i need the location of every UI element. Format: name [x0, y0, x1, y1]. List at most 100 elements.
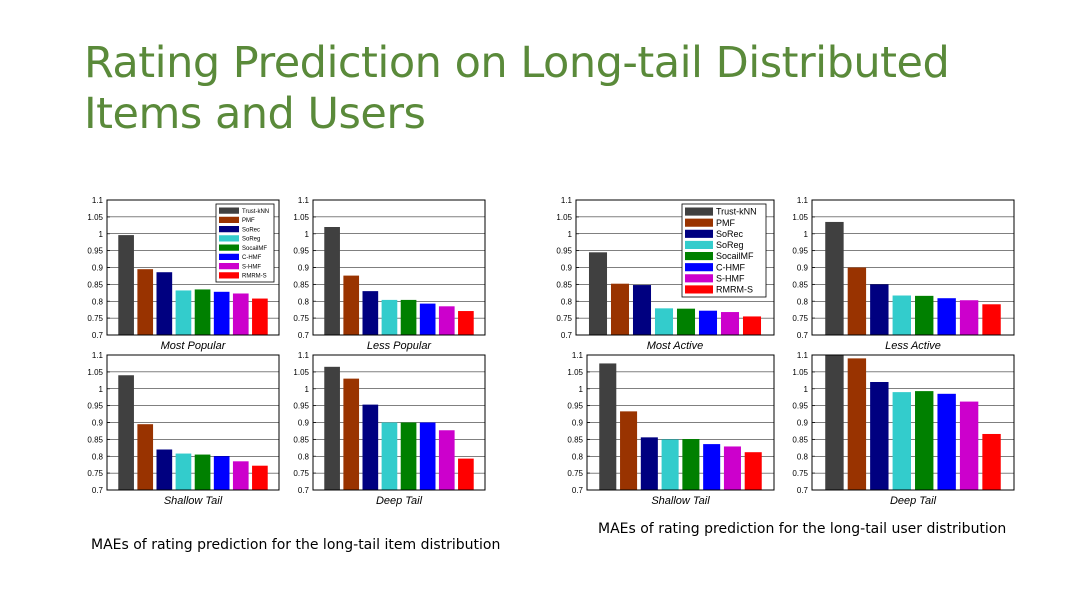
y-tick-label: 0.7	[561, 331, 573, 340]
y-tick-label: 1.05	[87, 213, 103, 222]
plot-frame	[106, 354, 280, 491]
bar-c-hmf	[937, 298, 956, 335]
bar-trust-knn	[324, 366, 340, 490]
bar-pmf	[847, 267, 867, 335]
panel-title: Less Active	[885, 340, 941, 352]
bar-pmf	[610, 283, 630, 335]
bar-c-hmf	[698, 310, 718, 335]
bar-sorec	[870, 382, 889, 490]
bar-socailmf	[676, 308, 696, 335]
chart-users-shallow-tail: 0.7 0.75 0.8 0.85 0.9 0.95 1 1.05 1.1 Shallow Tai…	[567, 351, 775, 507]
bar-socailmf	[682, 439, 700, 490]
y-tick-label: 0.8	[298, 297, 310, 306]
bar-socailmf	[400, 299, 417, 335]
legend-swatch	[219, 253, 239, 260]
legend-label: Trust-kNN	[716, 207, 757, 217]
bar-pmf	[620, 411, 638, 490]
y-tick-label: 0.9	[298, 419, 310, 428]
legend-label: SocailMF	[716, 251, 754, 261]
legend-swatch	[685, 218, 713, 227]
y-tick-label: 0.75	[567, 469, 583, 478]
y-tick-label: 0.9	[92, 264, 104, 273]
bar-rmrm-s	[744, 452, 762, 490]
y-tick-label: 0.85	[556, 280, 572, 289]
bar-s-hmf	[438, 430, 455, 490]
y-tick-label: 0.85	[87, 435, 103, 444]
y-tick-label: 0.85	[792, 435, 808, 444]
y-tick-label: 1.1	[92, 351, 104, 360]
y-tick-label: 0.95	[293, 247, 309, 256]
y-tick-label: 0.75	[556, 314, 572, 323]
y-tick-label: 1.05	[556, 213, 572, 222]
y-tick-label: 1.05	[792, 213, 808, 222]
legend-swatch	[685, 285, 713, 294]
y-tick-label: 0.95	[792, 247, 808, 256]
y-tick-label: 0.95	[567, 402, 583, 411]
bar-c-hmf	[213, 456, 230, 490]
plot-frame	[811, 354, 1015, 491]
bar-soreg	[661, 439, 679, 491]
legend-label: SoReg	[242, 237, 260, 243]
y-tick-label: 1.05	[293, 213, 309, 222]
bar-pmf	[847, 358, 867, 491]
plot-frame	[312, 199, 486, 336]
panel-title: Shallow Tail	[164, 495, 223, 507]
y-tick-label: 0.85	[792, 280, 808, 289]
y-tick-label: 0.75	[87, 314, 103, 323]
bar-sorec	[156, 272, 173, 335]
y-tick-label: 1.05	[87, 368, 103, 377]
legend-label: SocailMF	[242, 246, 267, 252]
bar-socailmf	[915, 391, 934, 490]
bar-c-hmf	[703, 444, 721, 490]
bar-soreg	[892, 295, 911, 335]
y-tick-label: 1.05	[567, 368, 583, 377]
legend-label: SoReg	[716, 240, 744, 250]
bar-pmf	[343, 275, 360, 335]
y-tick-label: 1.1	[298, 196, 310, 205]
bar-c-hmf	[419, 303, 436, 335]
bar-pmf	[137, 424, 154, 490]
y-tick-label: 1	[568, 230, 573, 239]
y-tick-label: 0.95	[87, 247, 103, 256]
panel-title: Most Popular	[161, 340, 227, 352]
panel-title: Less Popular	[367, 340, 433, 352]
bar-trust-knn	[118, 375, 134, 490]
bar-socailmf	[194, 289, 211, 335]
user-caption: MAEs of rating prediction for the long-t…	[598, 521, 1007, 537]
bar-socailmf	[915, 295, 934, 335]
slide-title: Rating Prediction on Long-tail Distribut…	[84, 38, 950, 139]
bar-trust-knn	[825, 355, 844, 490]
chart-items-deep-tail: 0.7 0.75 0.8 0.85 0.9 0.95 1 1.05 1.1 Deep Tail	[293, 351, 486, 507]
y-tick-label: 1.1	[92, 196, 104, 205]
legend-swatch	[219, 263, 239, 270]
legend-swatch	[685, 274, 713, 283]
bar-soreg	[892, 392, 911, 490]
plot-frame	[811, 199, 1015, 336]
legend-swatch	[219, 235, 239, 242]
bar-soreg	[175, 290, 192, 335]
y-tick-label: 0.85	[567, 435, 583, 444]
y-tick-label: 0.85	[293, 435, 309, 444]
legend-swatch	[685, 252, 713, 261]
chart-users-most-active: 0.7 0.75 0.8 0.85 0.9 0.95 1 1.05 1.1 Most Active…	[556, 196, 775, 352]
bar-trust-knn	[588, 252, 608, 335]
bar-sorec	[156, 449, 173, 490]
y-tick-label: 1.1	[797, 196, 809, 205]
bar-sorec	[632, 285, 652, 335]
y-tick-label: 1	[804, 230, 809, 239]
chart-users-deep-tail: 0.7 0.75 0.8 0.85 0.9 0.95 1 1.05 1.1 Deep Tail	[792, 351, 1015, 507]
bar-c-hmf	[213, 291, 230, 335]
plot-frame	[575, 199, 775, 336]
y-tick-label: 1	[305, 385, 310, 394]
chart-items-shallow-tail: 0.7 0.75 0.8 0.85 0.9 0.95 1 1.05 1.1 Shallow Tai…	[87, 351, 280, 507]
bar-sorec	[870, 284, 889, 336]
bar-s-hmf	[723, 446, 741, 490]
bar-pmf	[343, 378, 360, 491]
legend-swatch	[219, 272, 239, 279]
legend: Trust-kNNPMFSoRecSoRegSocailMFC-HMFS-HMF…	[681, 203, 767, 298]
bar-soreg	[175, 453, 192, 490]
y-tick-label: 1	[804, 385, 809, 394]
legend-swatch	[685, 263, 713, 272]
y-tick-label: 0.85	[87, 280, 103, 289]
legend-swatch	[219, 207, 239, 214]
